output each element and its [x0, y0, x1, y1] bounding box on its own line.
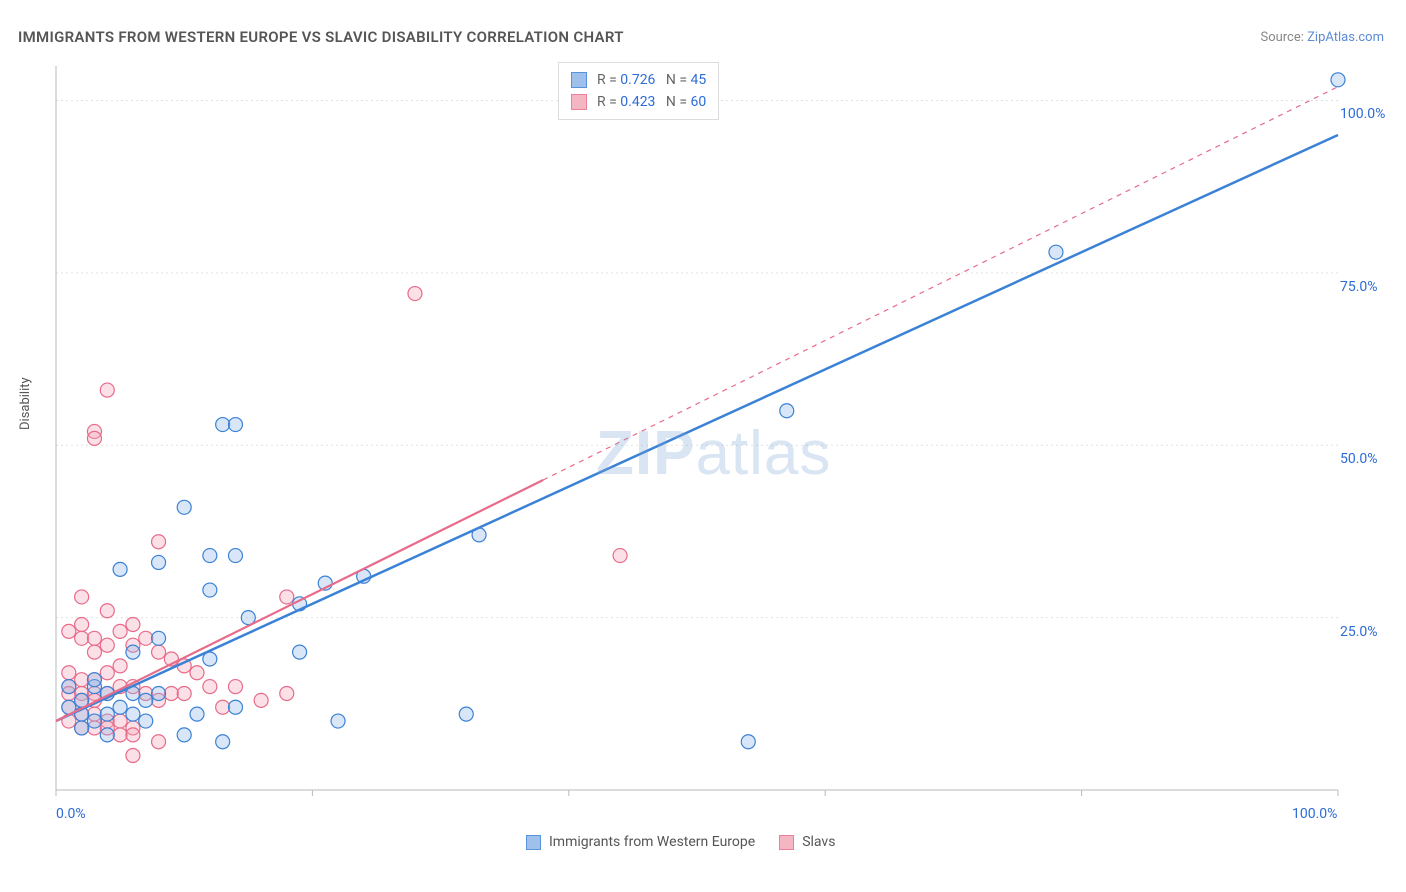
series-legend-label: Slavs	[802, 834, 835, 850]
series-legend-item: Slavs	[779, 834, 835, 850]
y-tick-label: 75.0%	[1340, 279, 1378, 295]
x-tick-label: 100.0%	[1292, 806, 1337, 822]
legend-stat-text: R = 0.726 N = 45	[597, 69, 706, 91]
source-link[interactable]: ZipAtlas.com	[1307, 30, 1384, 45]
series-legend-label: Immigrants from Western Europe	[549, 834, 755, 850]
y-tick-label: 25.0%	[1340, 624, 1378, 640]
y-axis-label: Disability	[18, 377, 33, 430]
plot-area: ZIPatlas R = 0.726 N = 45R = 0.423 N = 6…	[48, 58, 1384, 818]
source-attribution: Source: ZipAtlas.com	[1260, 30, 1384, 45]
legend-stat-text: R = 0.423 N = 60	[597, 91, 706, 113]
y-tick-label: 50.0%	[1340, 451, 1378, 467]
y-tick-label: 100.0%	[1340, 106, 1385, 122]
legend-swatch	[571, 72, 587, 88]
source-label: Source:	[1260, 30, 1307, 45]
series-legend: Immigrants from Western Europe Slavs	[526, 834, 835, 850]
series-legend-item: Immigrants from Western Europe	[526, 834, 755, 850]
chart-title: IMMIGRANTS FROM WESTERN EUROPE VS SLAVIC…	[18, 28, 624, 46]
legend-stat-row: R = 0.726 N = 45	[571, 69, 706, 91]
legend-stat-row: R = 0.423 N = 60	[571, 91, 706, 113]
legend-swatch	[526, 835, 541, 850]
x-tick-label: 0.0%	[56, 806, 86, 822]
correlation-legend: R = 0.726 N = 45R = 0.423 N = 60	[558, 62, 719, 120]
legend-swatch	[571, 94, 587, 110]
scatter-plot-svg	[48, 58, 1384, 818]
legend-swatch	[779, 835, 794, 850]
